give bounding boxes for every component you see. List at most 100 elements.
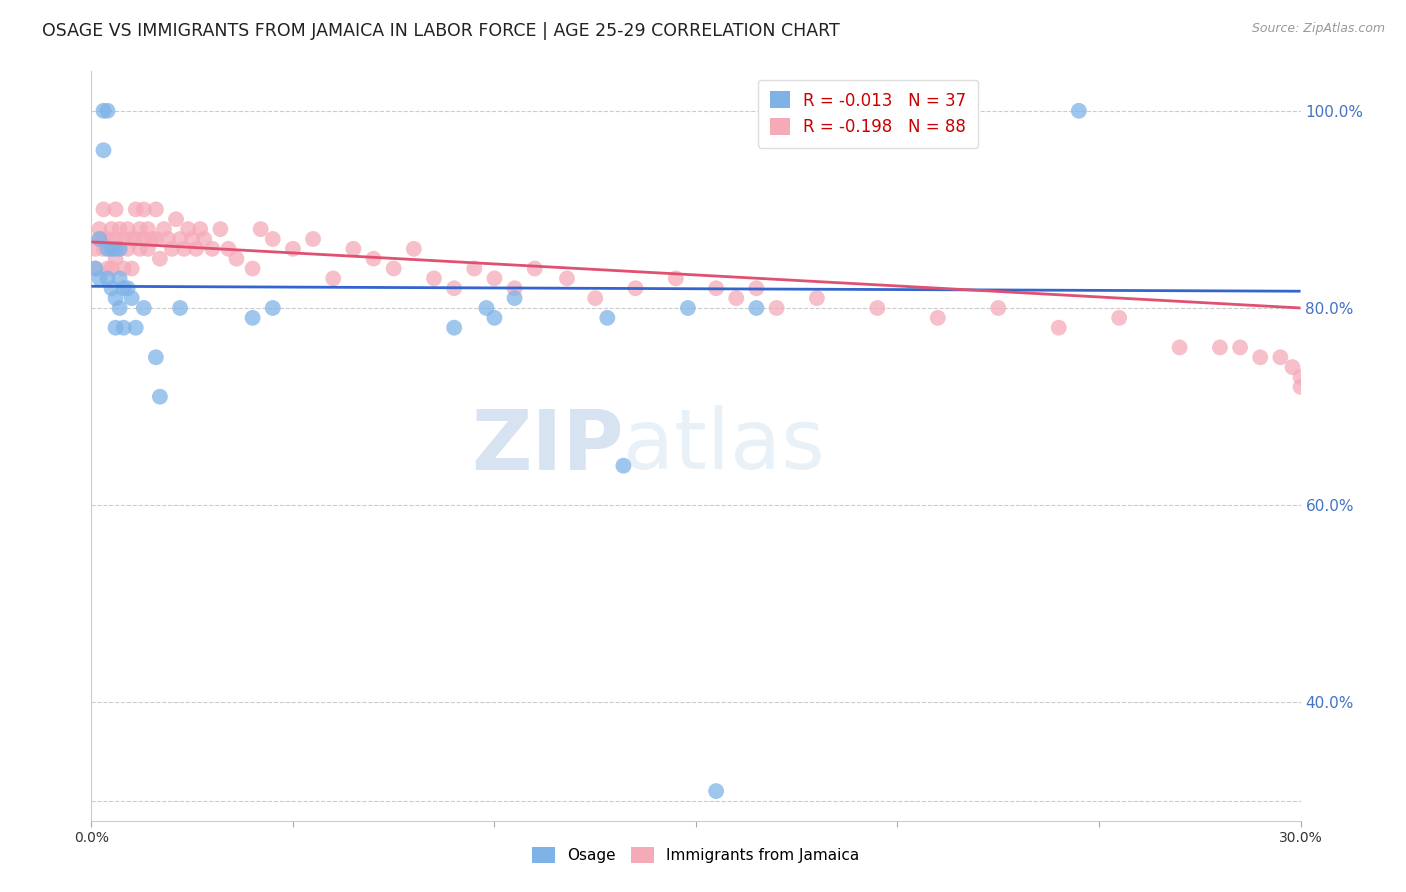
Point <box>93 143 115 157</box>
Point <box>201 242 224 256</box>
Point <box>188 222 211 236</box>
Point <box>443 320 465 334</box>
Point <box>112 232 135 246</box>
Point <box>745 301 768 315</box>
Point <box>136 222 159 236</box>
Point <box>93 103 115 118</box>
Point <box>108 242 131 256</box>
Text: atlas: atlas <box>623 406 825 486</box>
Point <box>128 242 150 256</box>
Point <box>89 232 111 246</box>
Point <box>104 320 127 334</box>
Point <box>302 232 325 246</box>
Point <box>704 281 727 295</box>
Point <box>104 202 127 217</box>
Point <box>745 281 768 295</box>
Point <box>475 301 498 315</box>
Point <box>1209 340 1232 354</box>
Point <box>93 232 115 246</box>
Point <box>89 232 111 246</box>
Point <box>1270 351 1292 365</box>
Point <box>342 242 364 256</box>
Point <box>100 281 122 295</box>
Point <box>725 291 748 305</box>
Point <box>96 242 118 256</box>
Point <box>121 261 143 276</box>
Point <box>100 261 122 276</box>
Legend: Osage, Immigrants from Jamaica: Osage, Immigrants from Jamaica <box>526 841 866 869</box>
Point <box>503 281 526 295</box>
Point <box>93 242 115 256</box>
Point <box>1249 351 1271 365</box>
Point <box>624 281 647 295</box>
Point <box>1108 310 1130 325</box>
Point <box>765 301 787 315</box>
Point <box>484 310 506 325</box>
Point <box>181 232 204 246</box>
Point <box>1281 360 1303 375</box>
Point <box>84 242 107 256</box>
Point <box>225 252 247 266</box>
Point <box>145 351 167 365</box>
Point <box>132 301 155 315</box>
Point <box>108 242 131 256</box>
Point <box>665 271 688 285</box>
Point <box>153 222 176 236</box>
Text: ZIP: ZIP <box>471 406 623 486</box>
Point <box>806 291 828 305</box>
Point <box>262 232 284 246</box>
Point <box>145 232 167 246</box>
Point <box>112 261 135 276</box>
Point <box>169 301 191 315</box>
Point <box>423 271 446 285</box>
Point <box>249 222 271 236</box>
Point <box>169 232 191 246</box>
Point <box>987 301 1010 315</box>
Point <box>104 232 127 246</box>
Point <box>125 232 148 246</box>
Point <box>117 222 139 236</box>
Point <box>443 281 465 295</box>
Point <box>96 103 118 118</box>
Point <box>89 271 111 285</box>
Point <box>1067 103 1090 118</box>
Point <box>84 261 107 276</box>
Point <box>186 242 208 256</box>
Text: Source: ZipAtlas.com: Source: ZipAtlas.com <box>1251 22 1385 36</box>
Point <box>89 222 111 236</box>
Point <box>402 242 425 256</box>
Point <box>382 261 405 276</box>
Point <box>866 301 889 315</box>
Point <box>108 222 131 236</box>
Point <box>125 320 148 334</box>
Point <box>100 242 122 256</box>
Point <box>322 271 344 285</box>
Point <box>193 232 215 246</box>
Point <box>112 281 135 295</box>
Point <box>141 232 163 246</box>
Point <box>136 242 159 256</box>
Point <box>149 390 172 404</box>
Point <box>84 261 107 276</box>
Point <box>121 232 143 246</box>
Point <box>121 291 143 305</box>
Point <box>132 232 155 246</box>
Point <box>281 242 304 256</box>
Point <box>676 301 699 315</box>
Point <box>100 222 122 236</box>
Point <box>145 202 167 217</box>
Point <box>463 261 485 276</box>
Point <box>149 252 172 266</box>
Point <box>1289 370 1312 384</box>
Point <box>96 232 118 246</box>
Point <box>262 301 284 315</box>
Point <box>96 271 118 285</box>
Point <box>704 784 727 798</box>
Point <box>112 320 135 334</box>
Point <box>242 310 264 325</box>
Point <box>132 202 155 217</box>
Point <box>555 271 578 285</box>
Point <box>96 261 118 276</box>
Point <box>503 291 526 305</box>
Text: OSAGE VS IMMIGRANTS FROM JAMAICA IN LABOR FORCE | AGE 25-29 CORRELATION CHART: OSAGE VS IMMIGRANTS FROM JAMAICA IN LABO… <box>42 22 839 40</box>
